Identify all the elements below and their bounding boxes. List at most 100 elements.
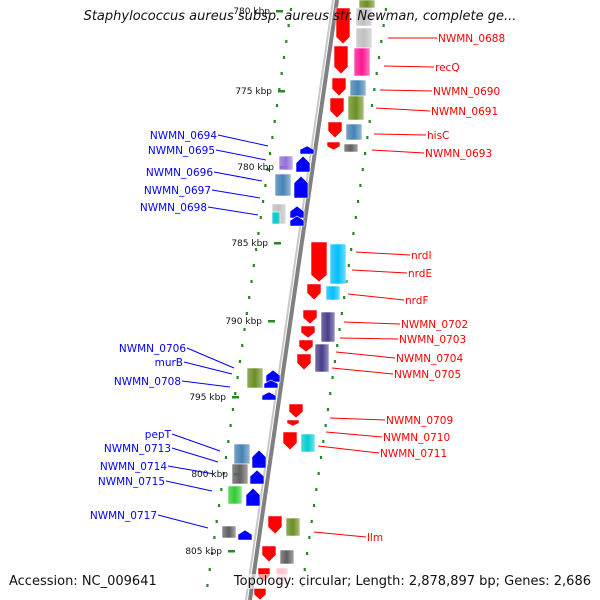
forward-gene-label: hisC (427, 130, 449, 142)
leader-line (157, 514, 209, 529)
backbone (245, 0, 339, 600)
reverse-gene-label: pepT (145, 429, 172, 441)
reverse-gene-label: murB (155, 357, 183, 369)
leader-line (339, 337, 399, 340)
forward-gene-label: NWMN_0693 (425, 148, 492, 160)
reverse-gene-label: NWMN_0698 (140, 202, 207, 214)
leader-line (371, 149, 425, 154)
reverse-arrow (261, 391, 277, 401)
feature-block (320, 311, 336, 343)
leader-line (171, 447, 219, 463)
reverse-gene-label: NWMN_0708 (114, 376, 181, 388)
feature-block (279, 549, 295, 565)
leader-line (171, 433, 221, 452)
forward-arrow (310, 241, 328, 283)
leader-line (317, 445, 380, 454)
feature-block (349, 79, 367, 97)
feature-block (227, 485, 243, 505)
feature-block (314, 343, 330, 373)
feature-block (246, 367, 264, 389)
forward-arrow (296, 353, 312, 371)
forward-gene-label: NWMN_0711 (380, 448, 447, 460)
forward-arrow (282, 431, 298, 451)
reverse-gene-label: NWMN_0694 (150, 130, 217, 142)
ruler-label: 790 kbp (225, 317, 262, 327)
reverse-arrow (295, 155, 311, 173)
forward-arrow (327, 121, 343, 139)
forward-gene-label: nrdE (408, 268, 432, 280)
ruler-tick (232, 396, 239, 399)
reverse-gene-label: NWMN_0715 (98, 476, 165, 488)
forward-arrow (286, 419, 300, 427)
reverse-gene-label: NWMN_0713 (104, 443, 171, 455)
forward-gene-label: NWMN_0710 (383, 432, 450, 444)
forward-gene-label: recQ (435, 62, 460, 74)
reverse-gene-label: NWMN_0697 (144, 185, 211, 197)
leader-line (211, 189, 261, 199)
forward-arrow (288, 403, 304, 419)
ruler-label: 775 kbp (235, 87, 272, 97)
leader-line (313, 531, 367, 538)
leader-line (217, 134, 269, 147)
feature-block (347, 95, 365, 121)
forward-arrow (335, 7, 351, 45)
feature-block (329, 243, 347, 285)
leader-line (183, 361, 233, 375)
feature-block (285, 517, 301, 537)
leader-line (343, 321, 401, 325)
leader-line (329, 417, 386, 421)
forward-arrow (331, 77, 347, 97)
leader-line (215, 149, 267, 161)
forward-arrow (326, 141, 341, 151)
forward-gene-label: NWMN_0705 (394, 369, 461, 381)
reverse-arrow (265, 369, 281, 383)
reverse-arrow (251, 449, 267, 469)
leader-line (165, 480, 213, 492)
forward-gene-label: NWMN_0704 (396, 353, 463, 365)
backbone-line (248, 0, 339, 600)
feature-block (300, 433, 316, 453)
leader-line (213, 171, 263, 182)
label-leaders (157, 37, 437, 538)
leader-line (207, 206, 259, 216)
feature-block (271, 211, 281, 225)
leader-line (355, 251, 411, 256)
reverse-arrow (293, 175, 309, 199)
forward-gene-label: NWMN_0703 (399, 334, 466, 346)
feature-block (325, 285, 341, 301)
ruler-tick (274, 242, 281, 245)
leader-line (379, 89, 433, 92)
forward-gene-label: NWMN_0709 (386, 415, 453, 427)
leader-line (181, 380, 231, 388)
forward-gene-label: NWMN_0690 (433, 86, 500, 98)
feature-labels: NWMN_0688 recQ NWMN_0690 NWMN_0691 hisC NWMN_… (90, 33, 505, 544)
reverse-arrow (249, 469, 265, 485)
reverse-arrow (299, 145, 315, 155)
ruler-tick (268, 320, 275, 323)
feature-block (221, 525, 237, 539)
ruler-tick (276, 10, 283, 13)
feature-block (343, 143, 359, 153)
reverse-gene-label: NWMN_0714 (100, 461, 167, 473)
forward-gene-label: NWMN_0688 (438, 33, 505, 45)
backbone-shadow (245, 0, 334, 600)
feature-block (355, 27, 373, 49)
forward-arrow (267, 515, 283, 535)
ruler-tick (228, 550, 235, 553)
forward-arrow (298, 339, 314, 353)
forward-arrow (333, 45, 349, 75)
forward-arrow (306, 283, 322, 301)
ruler-label: 780 kbp (237, 163, 274, 173)
leader-line (347, 293, 405, 301)
leader-line (335, 351, 396, 359)
feature-block (274, 173, 292, 197)
forward-arrow (253, 587, 267, 600)
ruler-label: 805 kbp (185, 547, 222, 557)
forward-gene-label: llm (367, 532, 383, 544)
reverse-arrow (263, 379, 279, 389)
forward-arrow (300, 325, 316, 339)
summary-text: Topology: circular; Length: 2,878,897 bp… (233, 574, 591, 589)
reverse-arrow (237, 529, 253, 541)
forward-gene-label: NWMN_0702 (401, 319, 468, 331)
